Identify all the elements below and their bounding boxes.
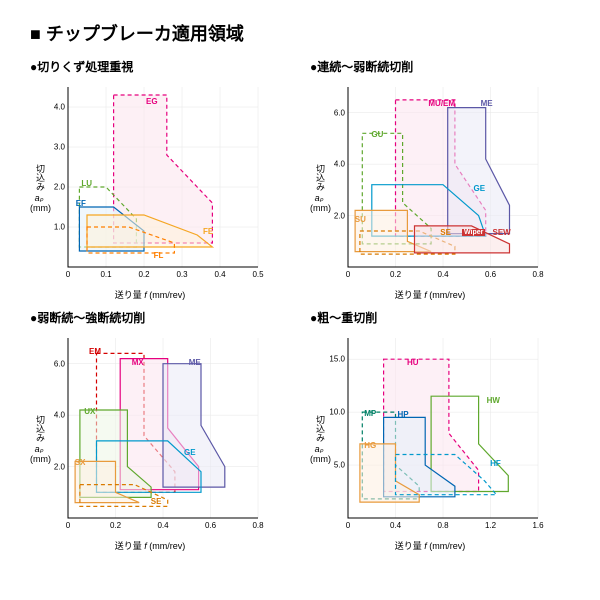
- chart-panel: ●粗〜重切削切込みaₚ(mm) HU HW MP HP HG HF 5.0 10.0 15.0 0 0…: [310, 309, 570, 550]
- region-label: SU: [353, 215, 368, 224]
- region-label: FL: [152, 251, 166, 260]
- region-label: HW: [485, 396, 502, 405]
- panel-title: ●粗〜重切削: [310, 309, 570, 326]
- x-axis-label: 送り量 f (mm/rev): [395, 539, 466, 552]
- x-tick: 0: [66, 521, 70, 530]
- region-label: UX: [82, 407, 97, 416]
- x-tick: 0: [346, 270, 350, 279]
- x-axis-label: 送り量 f (mm/rev): [115, 288, 186, 301]
- x-tick: 0.4: [390, 521, 401, 530]
- chart-wrap: 切込みaₚ(mm) EG LU EF FE FL 1.0 2.0 3.0 4.0 0 0.1 0.2 0.…: [30, 79, 270, 299]
- x-tick: 0.1: [100, 270, 111, 279]
- y-tick: 6.0: [334, 108, 345, 117]
- x-tick: 0.6: [205, 521, 216, 530]
- plot-area: MU/EMMEGUGESUSESEWWiper2.04.06.000.20.40…: [348, 87, 538, 267]
- x-tick: 0.8: [252, 521, 263, 530]
- plot-area: EGLUEFFEFL1.02.03.04.000.10.20.30.40.5: [68, 87, 258, 267]
- plot-area: HUHWMPHPHGHF5.010.015.000.40.81.21.6: [348, 338, 538, 518]
- y-tick: 15.0: [329, 355, 345, 364]
- x-tick: 0: [66, 270, 70, 279]
- x-axis-label: 送り量 f (mm/rev): [115, 539, 186, 552]
- region-label: MU/EM: [426, 99, 457, 108]
- y-axis-label: 切込みaₚ(mm): [310, 164, 328, 214]
- region-label: SX: [73, 458, 88, 467]
- x-tick: 0.5: [252, 270, 263, 279]
- chart-panel: ●切りくず処理重視切込みaₚ(mm) EG LU EF FE FL 1.0 2.0 3.0 4.0…: [30, 58, 290, 299]
- chart-grid: ●切りくず処理重視切込みaₚ(mm) EG LU EF FE FL 1.0 2.0 3.0 4.0…: [30, 58, 570, 550]
- region-label: MP: [362, 409, 378, 418]
- region-label: GE: [182, 448, 198, 457]
- chart-wrap: 切込みaₚ(mm) HU HW MP HP HG HF 5.0 10.0 15.0 0 0.4 0.8 1…: [310, 330, 550, 550]
- y-tick: 2.0: [334, 211, 345, 220]
- panel-title: ●弱断続〜強断続切削: [30, 309, 290, 326]
- region-label: LU: [79, 179, 94, 188]
- chart-wrap: 切込みaₚ(mm) MU/EM ME GU GE SU SE SEW Wiper 2.0 4.0 6.…: [310, 79, 550, 299]
- region-label: SE: [438, 228, 453, 237]
- y-axis-label: 切込みaₚ(mm): [310, 415, 328, 465]
- region-label: FE: [201, 227, 215, 236]
- y-axis-label: 切込みaₚ(mm): [30, 164, 48, 214]
- y-tick: 3.0: [54, 143, 65, 152]
- x-tick: 1.2: [485, 521, 496, 530]
- region-label: HG: [362, 441, 378, 450]
- y-tick: 5.0: [334, 461, 345, 470]
- chart-panel: ●連続〜弱断続切削切込みaₚ(mm) MU/EM ME GU GE SU SE SEW Wipe…: [310, 58, 570, 299]
- x-tick: 0: [346, 521, 350, 530]
- region-label: ME: [479, 99, 495, 108]
- x-axis-label: 送り量 f (mm/rev): [395, 288, 466, 301]
- x-tick: 0.2: [138, 270, 149, 279]
- y-tick: 4.0: [334, 160, 345, 169]
- region-label: HU: [405, 358, 421, 367]
- x-tick: 0.4: [214, 270, 225, 279]
- region-label: EF: [74, 199, 88, 208]
- region-label: EM: [87, 347, 103, 356]
- x-tick: 0.8: [532, 270, 543, 279]
- chart-panel: ●弱断続〜強断続切削切込みaₚ(mm) EM MX ME UX GE SX SE 2.0 4.0 6…: [30, 309, 290, 550]
- y-tick: 2.0: [54, 462, 65, 471]
- region-label: HP: [396, 410, 411, 419]
- region-label-extra: Wiper: [462, 229, 485, 236]
- chart-wrap: 切込みaₚ(mm) EM MX ME UX GE SX SE 2.0 4.0 6.0 0 0.2 0.4 0…: [30, 330, 270, 550]
- region-label: GU: [369, 130, 385, 139]
- panel-title: ●切りくず処理重視: [30, 58, 290, 75]
- plot-area: EMMXMEUXGESXSE2.04.06.000.20.40.60.8: [68, 338, 258, 518]
- y-tick: 2.0: [54, 183, 65, 192]
- region-label: SE: [149, 497, 164, 506]
- y-tick: 6.0: [54, 359, 65, 368]
- y-tick: 10.0: [329, 408, 345, 417]
- region-label: MX: [130, 358, 146, 367]
- x-tick: 0.6: [485, 270, 496, 279]
- x-tick: 0.3: [176, 270, 187, 279]
- y-axis-label: 切込みaₚ(mm): [30, 415, 48, 465]
- region-label: GE: [472, 184, 488, 193]
- main-title: ■ チップブレーカ適用領域: [30, 20, 570, 46]
- x-tick: 0.4: [157, 521, 168, 530]
- y-tick: 4.0: [54, 411, 65, 420]
- x-tick: 0.2: [390, 270, 401, 279]
- x-tick: 0.2: [110, 521, 121, 530]
- x-tick: 1.6: [532, 521, 543, 530]
- region-label: EG: [144, 97, 160, 106]
- y-tick: 4.0: [54, 103, 65, 112]
- y-tick: 1.0: [54, 223, 65, 232]
- x-tick: 0.8: [437, 521, 448, 530]
- region-label: ME: [187, 358, 203, 367]
- x-tick: 0.4: [437, 270, 448, 279]
- region-label: HF: [488, 459, 503, 468]
- panel-title: ●連続〜弱断続切削: [310, 58, 570, 75]
- region-label: SEW: [491, 228, 513, 237]
